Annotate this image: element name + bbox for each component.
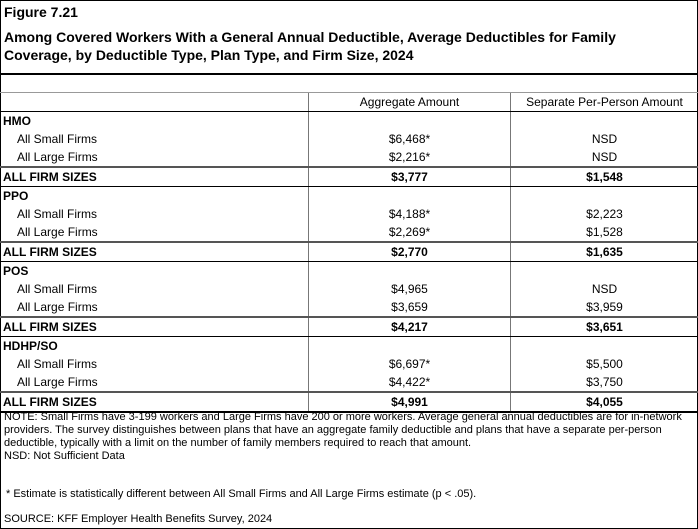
per-person-cell: $5,500	[510, 355, 698, 373]
table-row: All Small Firms $4,965 NSD	[0, 280, 698, 298]
aggregate-cell: $4,188*	[308, 205, 511, 223]
table-row: All Small Firms $6,468* NSD	[0, 130, 698, 148]
firm-size-label: All Small Firms	[17, 357, 97, 371]
per-person-cell	[510, 186, 698, 205]
aggregate-cell: $4,422*	[308, 373, 511, 392]
table-row: All Large Firms $2,216* NSD	[0, 148, 698, 167]
title-divider	[0, 73, 698, 75]
plan-row: PPO	[0, 186, 698, 205]
per-person-total: $1,635	[510, 241, 698, 262]
total-label: ALL FIRM SIZES	[0, 241, 309, 262]
footnote: * Estimate is statistically different be…	[6, 488, 477, 500]
per-person-cell: NSD	[510, 130, 698, 148]
aggregate-total: $4,991	[308, 391, 511, 413]
total-label: ALL FIRM SIZES	[0, 391, 309, 413]
table-header-row: Aggregate Amount Separate Per-Person Amo…	[0, 92, 698, 112]
plan-row: HDHP/SO	[0, 336, 698, 355]
per-person-cell: $2,223	[510, 205, 698, 223]
per-person-cell: $1,528	[510, 223, 698, 242]
note-text: NOTE: Small Firms have 3-199 workers and…	[4, 411, 682, 449]
column-header-aggregate: Aggregate Amount	[308, 92, 511, 112]
firm-size-label: All Large Firms	[17, 150, 98, 164]
per-person-cell	[510, 336, 698, 355]
aggregate-cell: $6,697*	[308, 355, 511, 373]
table-row: All Small Firms $4,188* $2,223	[0, 205, 698, 223]
aggregate-cell: $2,216*	[308, 148, 511, 167]
source: SOURCE: KFF Employer Health Benefits Sur…	[4, 513, 273, 525]
firm-size-label: All Large Firms	[17, 225, 98, 239]
table-row: All Large Firms $3,659 $3,959	[0, 298, 698, 317]
total-row: ALL FIRM SIZES $2,770 $1,635	[0, 241, 698, 262]
notes: NOTE: Small Firms have 3-199 workers and…	[4, 411, 694, 463]
per-person-cell: $3,750	[510, 373, 698, 392]
plan-label: POS	[3, 264, 29, 278]
figure-title: Among Covered Workers With a General Ann…	[4, 29, 616, 63]
aggregate-cell: $2,269*	[308, 223, 511, 242]
per-person-cell: NSD	[510, 148, 698, 167]
per-person-cell: $3,959	[510, 298, 698, 317]
firm-size-label: All Large Firms	[17, 375, 98, 389]
aggregate-cell: $4,965	[308, 280, 511, 298]
firm-size-label: All Small Firms	[17, 282, 97, 296]
aggregate-cell	[308, 111, 511, 130]
total-row: ALL FIRM SIZES $4,217 $3,651	[0, 316, 698, 337]
total-label: ALL FIRM SIZES	[0, 166, 309, 187]
firm-size-label: All Small Firms	[17, 207, 97, 221]
aggregate-cell	[308, 336, 511, 355]
deductible-table: Aggregate Amount Separate Per-Person Amo…	[0, 92, 698, 413]
figure-label: Figure 7.21	[4, 4, 78, 20]
plan-row: HMO	[0, 111, 698, 130]
aggregate-total: $3,777	[308, 166, 511, 187]
per-person-total: $1,548	[510, 166, 698, 187]
aggregate-cell: $6,468*	[308, 130, 511, 148]
total-row: ALL FIRM SIZES $4,991 $4,055	[0, 391, 698, 413]
per-person-cell: NSD	[510, 280, 698, 298]
aggregate-cell	[308, 186, 511, 205]
plan-label: HDHP/SO	[3, 339, 58, 353]
per-person-cell	[510, 261, 698, 280]
aggregate-cell	[308, 261, 511, 280]
table-row: All Small Firms $6,697* $5,500	[0, 355, 698, 373]
table-row: All Large Firms $2,269* $1,528	[0, 223, 698, 242]
per-person-cell	[510, 111, 698, 130]
plan-row: POS	[0, 261, 698, 280]
table-row: All Large Firms $4,422* $3,750	[0, 373, 698, 392]
aggregate-total: $2,770	[308, 241, 511, 262]
aggregate-total: $4,217	[308, 316, 511, 337]
total-row: ALL FIRM SIZES $3,777 $1,548	[0, 166, 698, 187]
firm-size-label: All Large Firms	[17, 300, 98, 314]
per-person-total: $3,651	[510, 316, 698, 337]
aggregate-cell: $3,659	[308, 298, 511, 317]
total-label: ALL FIRM SIZES	[0, 316, 309, 337]
column-header-per-person: Separate Per-Person Amount	[510, 92, 698, 112]
plan-label: PPO	[3, 189, 29, 203]
nsd-note: NSD: Not Sufficient Data	[4, 450, 125, 462]
per-person-total: $4,055	[510, 391, 698, 413]
column-header-blank	[0, 92, 309, 112]
firm-size-label: All Small Firms	[17, 132, 97, 146]
plan-label: HMO	[3, 114, 31, 128]
